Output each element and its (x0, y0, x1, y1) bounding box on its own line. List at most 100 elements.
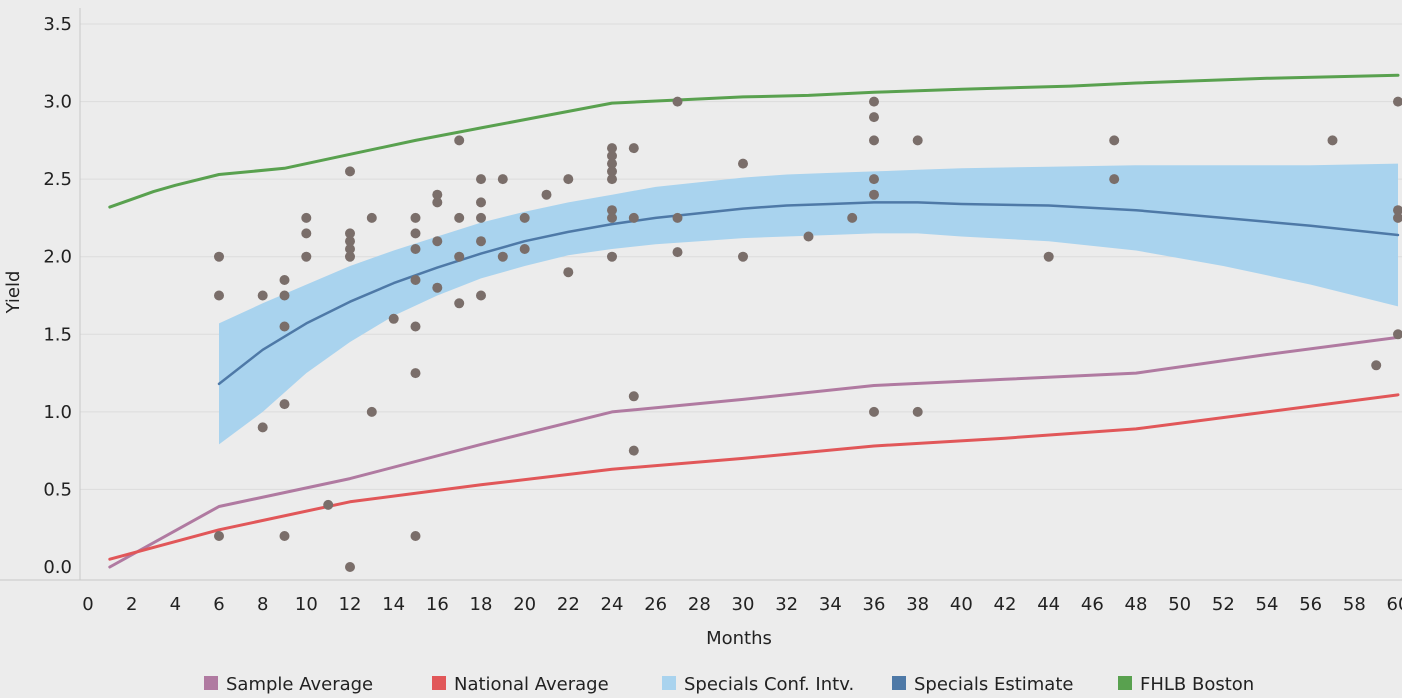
data-point (607, 150, 617, 161)
data-point (869, 112, 879, 123)
data-point (432, 236, 443, 247)
data-point (672, 212, 683, 223)
data-point (476, 212, 486, 223)
y-tick-label: 1.0 (43, 402, 72, 423)
data-point (432, 197, 443, 208)
x-tick-label: 48 (1125, 594, 1148, 615)
x-tick-label: 36 (863, 594, 886, 615)
data-point (869, 406, 879, 417)
y-tick-label: 3.0 (43, 92, 72, 113)
data-point (432, 189, 443, 200)
data-point (279, 321, 290, 332)
x-tick-label: 54 (1256, 594, 1279, 615)
data-point (279, 399, 290, 410)
confidence-band-area (219, 163, 1398, 445)
x-tick-label: 14 (382, 594, 405, 615)
data-point (519, 244, 530, 254)
data-point (1393, 205, 1402, 216)
x-tick-label: 10 (295, 594, 318, 615)
data-point (607, 158, 617, 169)
data-point (410, 228, 421, 239)
data-point (1393, 96, 1402, 107)
data-point (869, 135, 879, 146)
data-point (607, 205, 617, 216)
data-point (345, 244, 355, 254)
x-tick-label: 16 (426, 594, 449, 615)
data-point (1109, 135, 1120, 146)
data-point (869, 189, 879, 200)
data-point (454, 298, 465, 309)
y-tick-label: 2.5 (43, 169, 72, 190)
legend-label: Specials Estimate (914, 674, 1073, 695)
national-series-line (108, 393, 1400, 561)
legend-swatch (432, 676, 446, 690)
legend-swatch (662, 676, 676, 690)
data-point (279, 531, 290, 541)
x-tick-label: 8 (257, 594, 268, 615)
data-point (1393, 212, 1402, 223)
data-point (541, 189, 552, 200)
x-tick-label: 42 (994, 594, 1017, 615)
confidence-band (219, 163, 1398, 445)
data-point (869, 174, 879, 185)
data-point (912, 135, 923, 146)
data-point (803, 231, 814, 242)
data-point (607, 174, 617, 185)
data-point (410, 244, 421, 254)
data-point (279, 275, 290, 285)
data-point (847, 212, 858, 223)
data-point (214, 290, 224, 301)
estimate-series-line (217, 201, 1400, 386)
data-point (454, 212, 465, 223)
x-tick-label: 52 (1212, 594, 1235, 615)
y-axis-title: Yield (3, 271, 24, 315)
data-point (607, 143, 617, 154)
data-point (454, 135, 465, 146)
x-tick-label: 58 (1343, 594, 1366, 615)
data-point (301, 228, 312, 239)
data-point (345, 562, 355, 572)
data-point (476, 236, 486, 247)
x-tick-label: 44 (1037, 594, 1060, 615)
x-tick-label: 18 (470, 594, 493, 615)
y-tick-labels: 0.0 0.5 1.0 1.5 2.0 2.5 3.0 3.5 (43, 14, 72, 578)
x-tick-label: 0 (82, 594, 93, 615)
data-point (607, 251, 617, 262)
legend-swatch (892, 676, 906, 690)
data-point (476, 174, 486, 185)
data-point (738, 251, 748, 262)
data-point (345, 251, 355, 262)
data-point (323, 499, 334, 510)
data-point (497, 174, 508, 185)
data-point (410, 321, 421, 332)
data-point (476, 197, 486, 208)
x-tick-label: 22 (557, 594, 580, 615)
data-point (497, 251, 508, 262)
legend-swatch (204, 676, 218, 690)
sample-series-line (108, 335, 1400, 569)
data-point (1327, 135, 1338, 146)
data-point (214, 531, 224, 541)
scatter-points (214, 96, 1402, 572)
data-point (607, 212, 617, 223)
y-tick-label: 0.0 (43, 557, 72, 578)
data-point (563, 267, 574, 278)
x-tick-label: 20 (513, 594, 536, 615)
x-tick-label: 26 (644, 594, 667, 615)
data-point (672, 96, 683, 107)
data-point (301, 251, 312, 262)
data-point (738, 158, 748, 169)
x-tick-label: 60 (1387, 594, 1402, 615)
data-point (869, 96, 879, 107)
x-tick-label: 56 (1299, 594, 1322, 615)
x-tick-label: 40 (950, 594, 973, 615)
data-point (257, 290, 268, 301)
x-tick-label: 38 (906, 594, 929, 615)
data-point (672, 247, 683, 258)
data-point (432, 282, 443, 293)
data-point (1371, 360, 1382, 371)
data-point (257, 422, 268, 433)
x-tick-label: 32 (775, 594, 798, 615)
legend: Sample Average National Average Specials C… (204, 674, 1254, 695)
x-tick-label: 2 (126, 594, 137, 615)
